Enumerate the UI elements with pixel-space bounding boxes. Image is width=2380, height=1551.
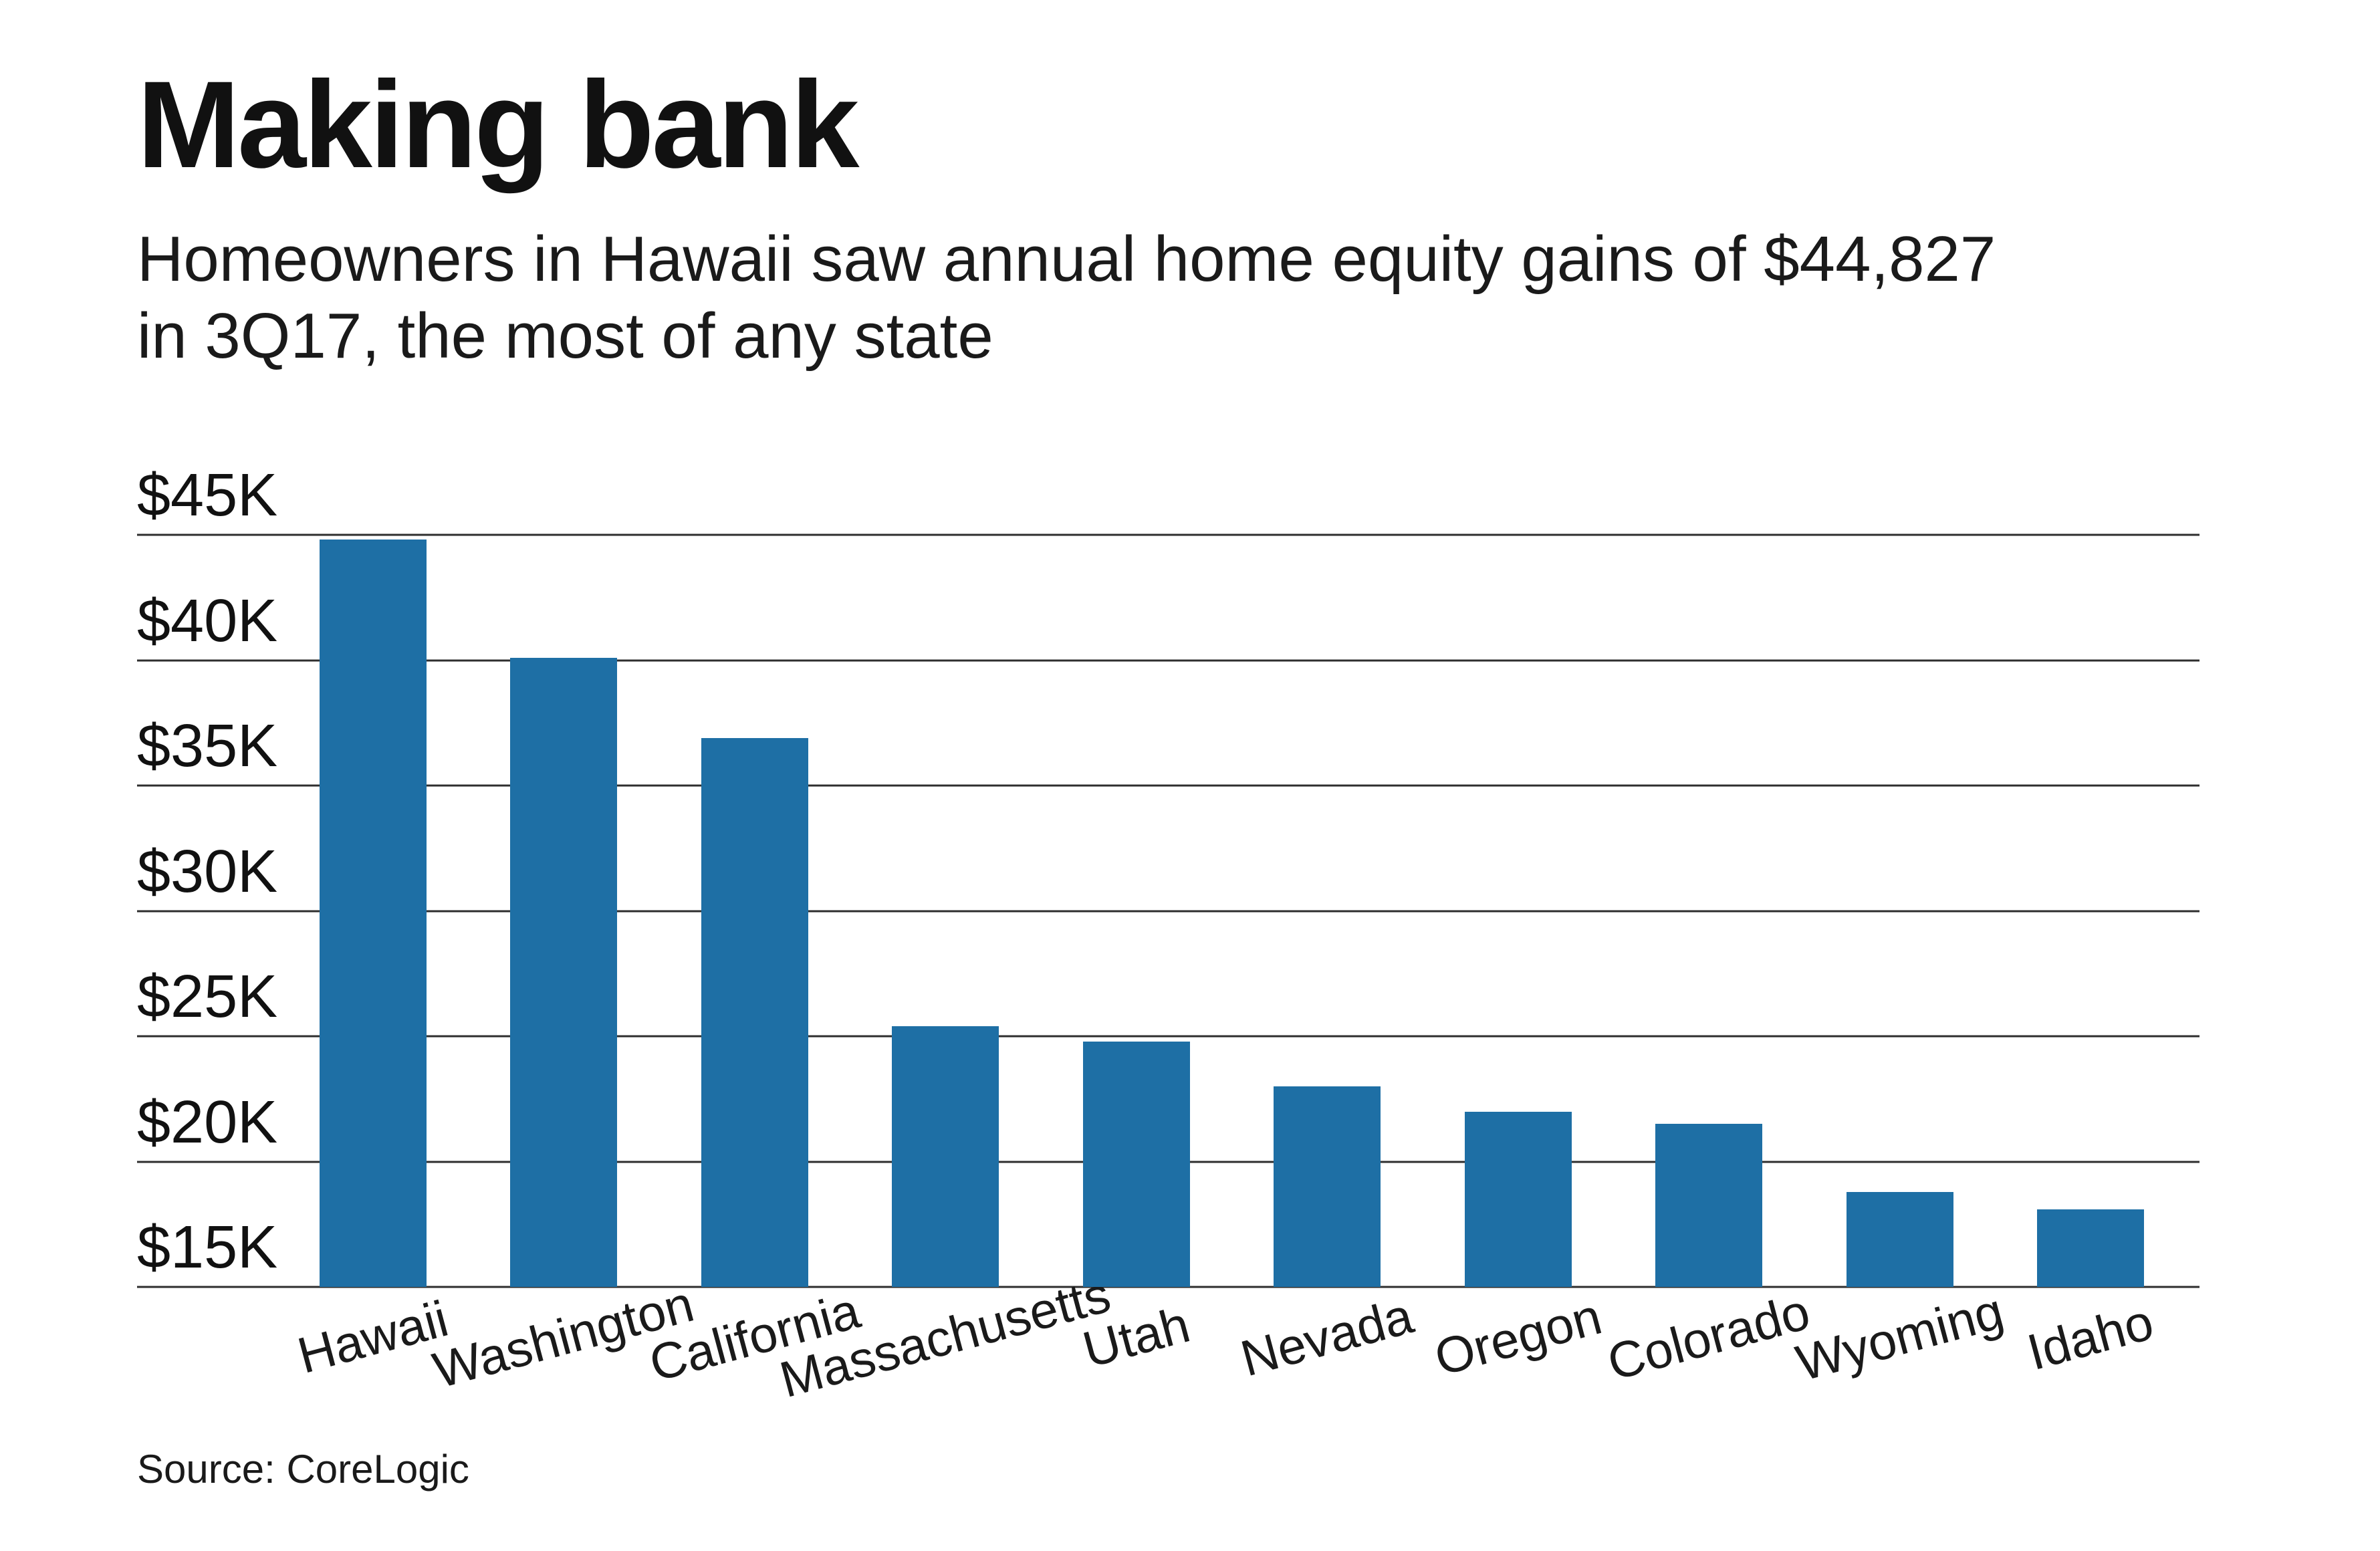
y-axis-tick-label: $25K [137, 963, 278, 1031]
bar-slot-hawaii: Hawaii [277, 485, 469, 1385]
gridline-40k [137, 659, 2199, 662]
x-axis-tick-label: Hawaii [291, 1290, 454, 1385]
x-axis-tick-label: Colorado [1602, 1283, 1816, 1392]
gridline-35k [137, 784, 2199, 787]
bar-california [701, 737, 808, 1288]
bar-nevada [1274, 1086, 1381, 1288]
bar-slot-colorado: Colorado [1602, 485, 1816, 1392]
gridline-15k [137, 1286, 2199, 1288]
x-axis-tick-label: Wyoming [1790, 1282, 2010, 1393]
bar-utah [1082, 1041, 1190, 1288]
chart-subtitle-line-2: in 3Q17, the most of any state [137, 300, 993, 372]
bar-massachusetts [892, 1026, 999, 1288]
gridline-layer: $45K $40K $35K $30K $25K $20K $15K [137, 465, 2199, 1288]
bar-colorado [1655, 1124, 1763, 1288]
gridline-30k [137, 910, 2199, 913]
y-axis-tick-label: $45K [137, 462, 278, 529]
bar-slot-utah: Utah [1041, 485, 1232, 1379]
gridline-25k [137, 1035, 2199, 1038]
bars-layer: Hawaii Washington California Massachusetts U… [137, 485, 2199, 1409]
y-axis-tick-label: $30K [137, 838, 278, 905]
bar-slot-nevada: Nevada [1232, 485, 1423, 1388]
bar-hawaii [319, 539, 427, 1288]
source-note: Source: CoreLogic [137, 1447, 469, 1492]
bar-idaho [2037, 1209, 2145, 1288]
chart-subtitle-line-1: Homeowners in Hawaii saw annual home equ… [137, 223, 1996, 295]
bar-slot-oregon: Oregon [1423, 485, 1614, 1387]
bar-wyoming [1846, 1191, 1953, 1288]
x-axis-tick-label: Oregon [1429, 1288, 1608, 1387]
x-axis-tick-label: Nevada [1235, 1287, 1419, 1388]
gridline-45k [137, 533, 2199, 536]
plot-area: $45K $40K $35K $30K $25K $20K $15K Hawaii Washi… [137, 465, 2199, 1409]
y-axis-tick-label: $20K [137, 1088, 278, 1156]
x-axis-tick-label: Idaho [2022, 1294, 2159, 1382]
y-axis-tick-label: $15K [137, 1214, 278, 1282]
bar-slot-idaho: Idaho [1996, 485, 2187, 1381]
bar-slot-washington: Washington [428, 485, 700, 1399]
chart-title: Making bank [137, 56, 859, 194]
bar-slot-california: California [644, 485, 866, 1393]
bar-oregon [1464, 1111, 1572, 1288]
y-axis-tick-label: $40K [137, 587, 278, 654]
bar-slot-massachusetts: Massachusetts [774, 485, 1116, 1409]
y-axis-tick-label: $35K [137, 713, 278, 780]
bar-washington [510, 657, 618, 1288]
chart-subtitle: Homeowners in Hawaii saw annual home equ… [137, 221, 2136, 374]
bar-slot-wyoming: Wyoming [1790, 485, 2009, 1393]
